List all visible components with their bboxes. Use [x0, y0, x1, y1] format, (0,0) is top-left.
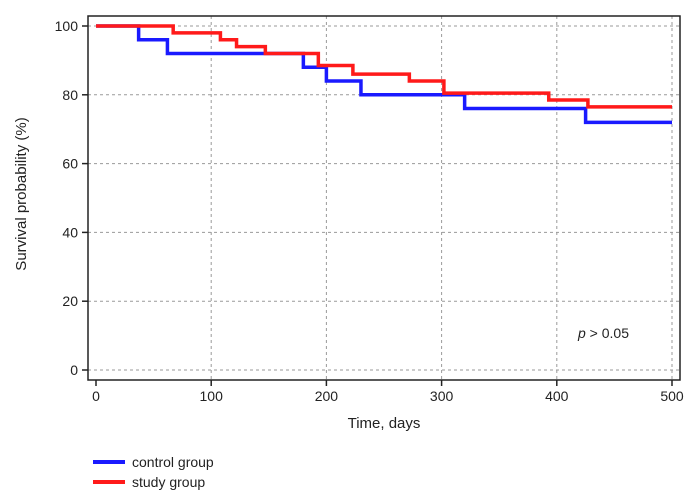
series	[96, 24, 672, 125]
plot-frame	[87, 15, 681, 381]
series-line-1	[96, 24, 672, 109]
legend-item-study: study group	[93, 472, 214, 492]
x-tick-label: 200	[315, 388, 339, 404]
y-tick-label: 60	[62, 156, 78, 172]
legend-item-control: control group	[93, 452, 214, 472]
p-value-text: > 0.05	[586, 325, 629, 341]
x-tick-label: 400	[545, 388, 569, 404]
legend-label-control: control group	[132, 454, 214, 470]
y-tick-label: 0	[70, 362, 78, 378]
x-tick-label: 500	[660, 388, 684, 404]
x-tick-label: 300	[430, 388, 454, 404]
x-axis-ticks: 0 100 200 300 400 500	[92, 380, 684, 404]
y-axis-ticks: 0 20 40 60 80 100	[55, 18, 88, 378]
y-tick-label: 80	[62, 87, 78, 103]
y-tick-label: 100	[55, 18, 79, 34]
x-axis-label: Time, days	[348, 415, 421, 432]
axes	[87, 15, 681, 381]
legend-swatch-study	[93, 480, 125, 484]
x-tick-label: 100	[200, 388, 224, 404]
p-symbol: p	[577, 325, 586, 341]
legend-label-study: study group	[132, 474, 206, 490]
x-tick-label: 0	[92, 388, 100, 404]
p-value-annotation: p > 0.05	[577, 325, 629, 341]
y-tick-label: 20	[62, 293, 78, 309]
legend: control group study group	[93, 452, 214, 492]
grid	[88, 16, 680, 380]
y-axis-label: Survival probability (%)	[13, 117, 30, 270]
survival-chart: 0 100 200 300 400 500 0 20 40 60 80 100 Time, days…	[13, 15, 684, 432]
legend-swatch-control	[93, 460, 125, 464]
y-tick-label: 40	[62, 224, 78, 240]
